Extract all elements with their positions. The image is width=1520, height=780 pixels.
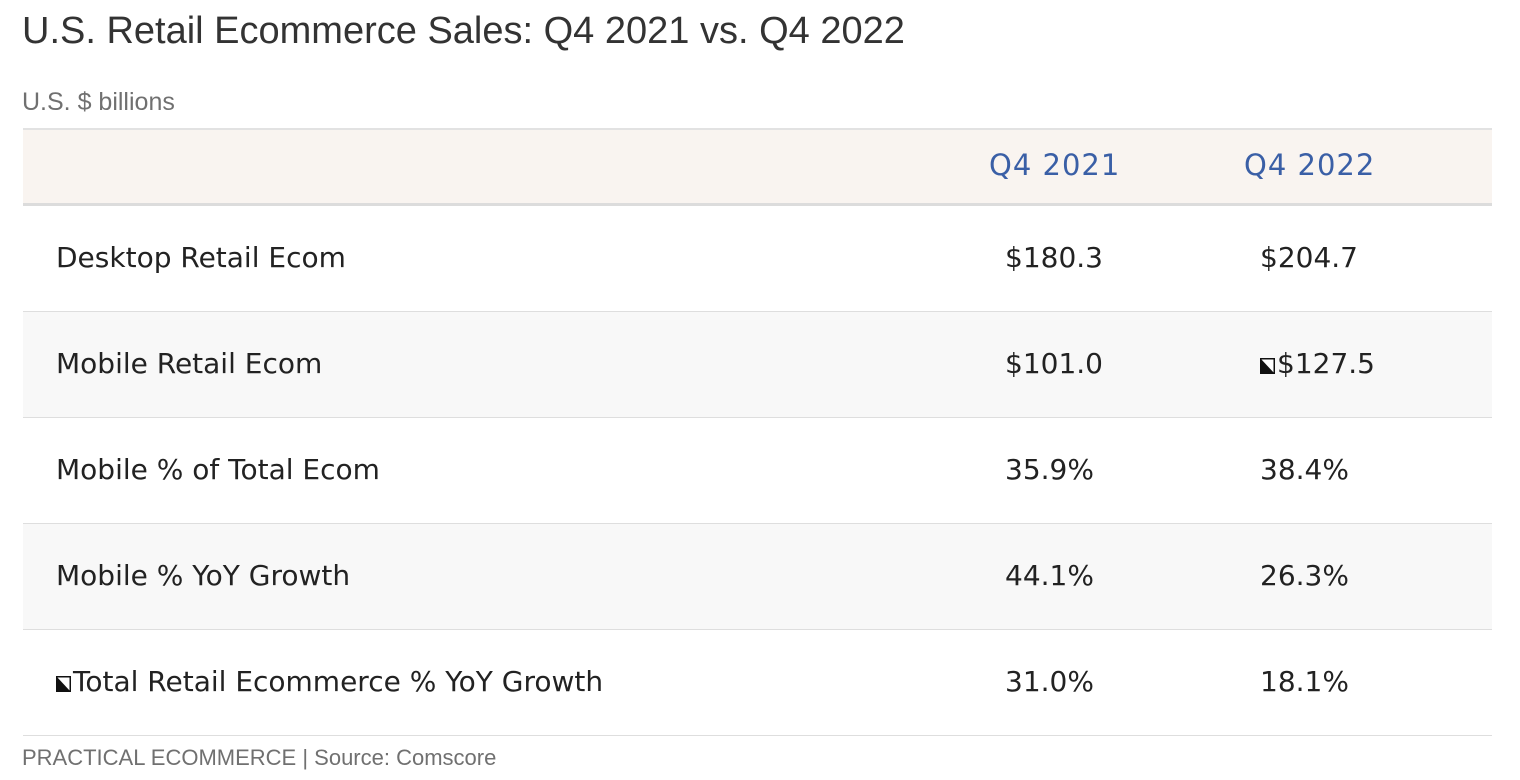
table-row: Desktop Retail Ecom $180.3 $204.7: [23, 206, 1492, 312]
cell-q4-2021: 31.0%: [1005, 665, 1094, 698]
table-row: Mobile % YoY Growth 44.1% 26.3%: [23, 524, 1492, 630]
chart-subtitle: U.S. $ billions: [22, 88, 175, 116]
row-label: Total Retail Ecommerce % YoY Growth: [73, 665, 604, 698]
data-table: Q4 2021 Q4 2022 Desktop Retail Ecom $180…: [23, 128, 1492, 736]
cell-q4-2021: 44.1%: [1005, 559, 1094, 592]
column-header-q4-2022: Q4 2022: [1244, 148, 1376, 182]
cell-q4-2022: $204.7: [1260, 241, 1358, 274]
cell-q4-2022-wrapper: $127.5: [1260, 312, 1375, 417]
column-header-q4-2021: Q4 2021: [989, 148, 1121, 182]
cell-q4-2022: $127.5: [1277, 347, 1375, 380]
row-label: Desktop Retail Ecom: [56, 241, 346, 274]
row-label: Mobile % of Total Ecom: [56, 453, 380, 486]
row-label: Mobile % YoY Growth: [56, 559, 351, 592]
source-note: PRACTICAL ECOMMERCE | Source: Comscore: [22, 745, 497, 770]
half-triangle-icon: [56, 676, 71, 692]
table-row: Mobile Retail Ecom $101.0 $127.5: [23, 312, 1492, 418]
cell-q4-2022: 18.1%: [1260, 665, 1349, 698]
row-label-wrapper: Total Retail Ecommerce % YoY Growth: [56, 630, 603, 735]
half-triangle-icon: [1260, 358, 1275, 374]
cell-q4-2021: $101.0: [1005, 347, 1103, 380]
table-row: Total Retail Ecommerce % YoY Growth 31.0…: [23, 630, 1492, 736]
table-header-row: Q4 2021 Q4 2022: [23, 130, 1492, 206]
chart-title: U.S. Retail Ecommerce Sales: Q4 2021 vs.…: [22, 10, 905, 52]
cell-q4-2022: 38.4%: [1260, 453, 1349, 486]
row-label: Mobile Retail Ecom: [56, 347, 323, 380]
cell-q4-2022: 26.3%: [1260, 559, 1349, 592]
table-row: Mobile % of Total Ecom 35.9% 38.4%: [23, 418, 1492, 524]
cell-q4-2021: $180.3: [1005, 241, 1103, 274]
cell-q4-2021: 35.9%: [1005, 453, 1094, 486]
